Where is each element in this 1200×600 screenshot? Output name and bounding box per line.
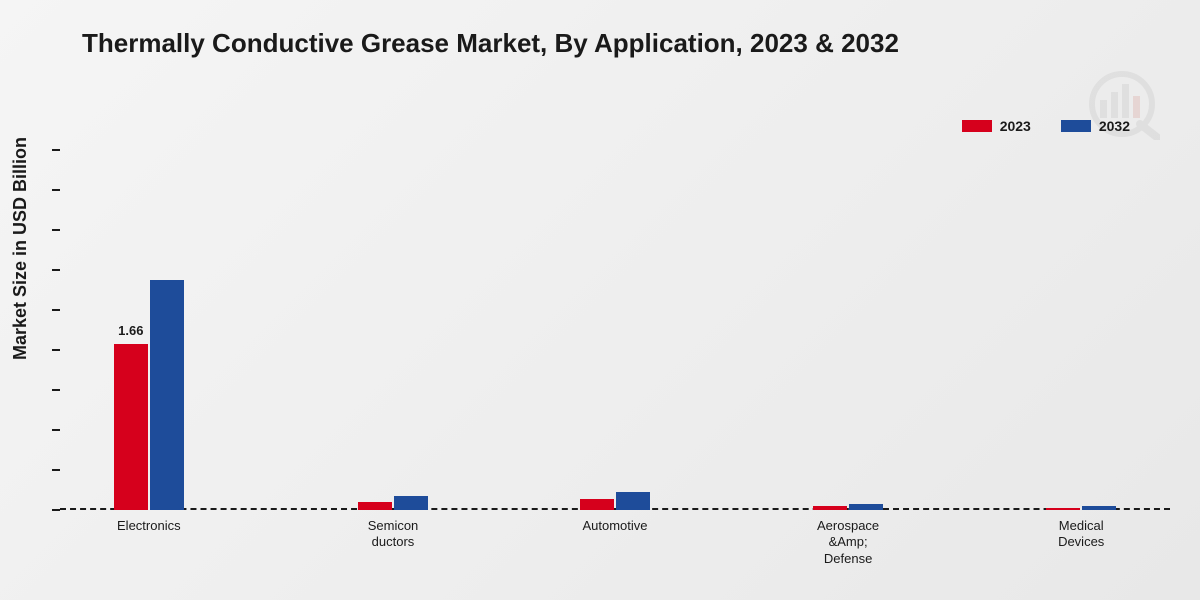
legend-swatch-2023 — [962, 120, 992, 132]
y-tick — [52, 149, 60, 151]
bar-value-label: 1.66 — [118, 323, 143, 338]
legend-label-2032: 2032 — [1099, 118, 1130, 134]
bar — [580, 499, 614, 510]
bar — [1046, 508, 1080, 510]
legend-label-2023: 2023 — [1000, 118, 1031, 134]
x-axis-category-label: Electronics — [117, 518, 181, 534]
bar — [394, 496, 428, 510]
x-axis-category-label: Aerospace&Amp;Defense — [817, 518, 879, 567]
legend-item-2023: 2023 — [962, 118, 1031, 134]
y-axis-label: Market Size in USD Billion — [10, 137, 31, 360]
chart-title: Thermally Conductive Grease Market, By A… — [82, 28, 899, 59]
y-tick — [52, 469, 60, 471]
y-tick — [52, 389, 60, 391]
chart-plot-area: 1.66 — [60, 150, 1170, 510]
y-tick — [52, 269, 60, 271]
bar-group — [813, 504, 883, 510]
bar — [616, 492, 650, 510]
y-tick — [52, 429, 60, 431]
bar — [813, 506, 847, 510]
legend-swatch-2032 — [1061, 120, 1091, 132]
y-tick — [52, 509, 60, 511]
y-tick — [52, 309, 60, 311]
y-tick — [52, 229, 60, 231]
bar — [358, 502, 392, 510]
bar — [114, 344, 148, 510]
x-axis-category-label: Semiconductors — [368, 518, 419, 551]
bar-group — [580, 492, 650, 510]
bar — [150, 280, 184, 510]
bar-group: 1.66 — [114, 280, 184, 510]
bar — [849, 504, 883, 510]
x-axis-category-label: MedicalDevices — [1058, 518, 1104, 551]
y-tick — [52, 189, 60, 191]
legend: 2023 2032 — [962, 118, 1130, 134]
bar — [1082, 506, 1116, 510]
x-axis-category-label: Automotive — [582, 518, 647, 534]
bar-group — [1046, 506, 1116, 510]
y-tick — [52, 349, 60, 351]
bar-group — [358, 496, 428, 510]
legend-item-2032: 2032 — [1061, 118, 1130, 134]
